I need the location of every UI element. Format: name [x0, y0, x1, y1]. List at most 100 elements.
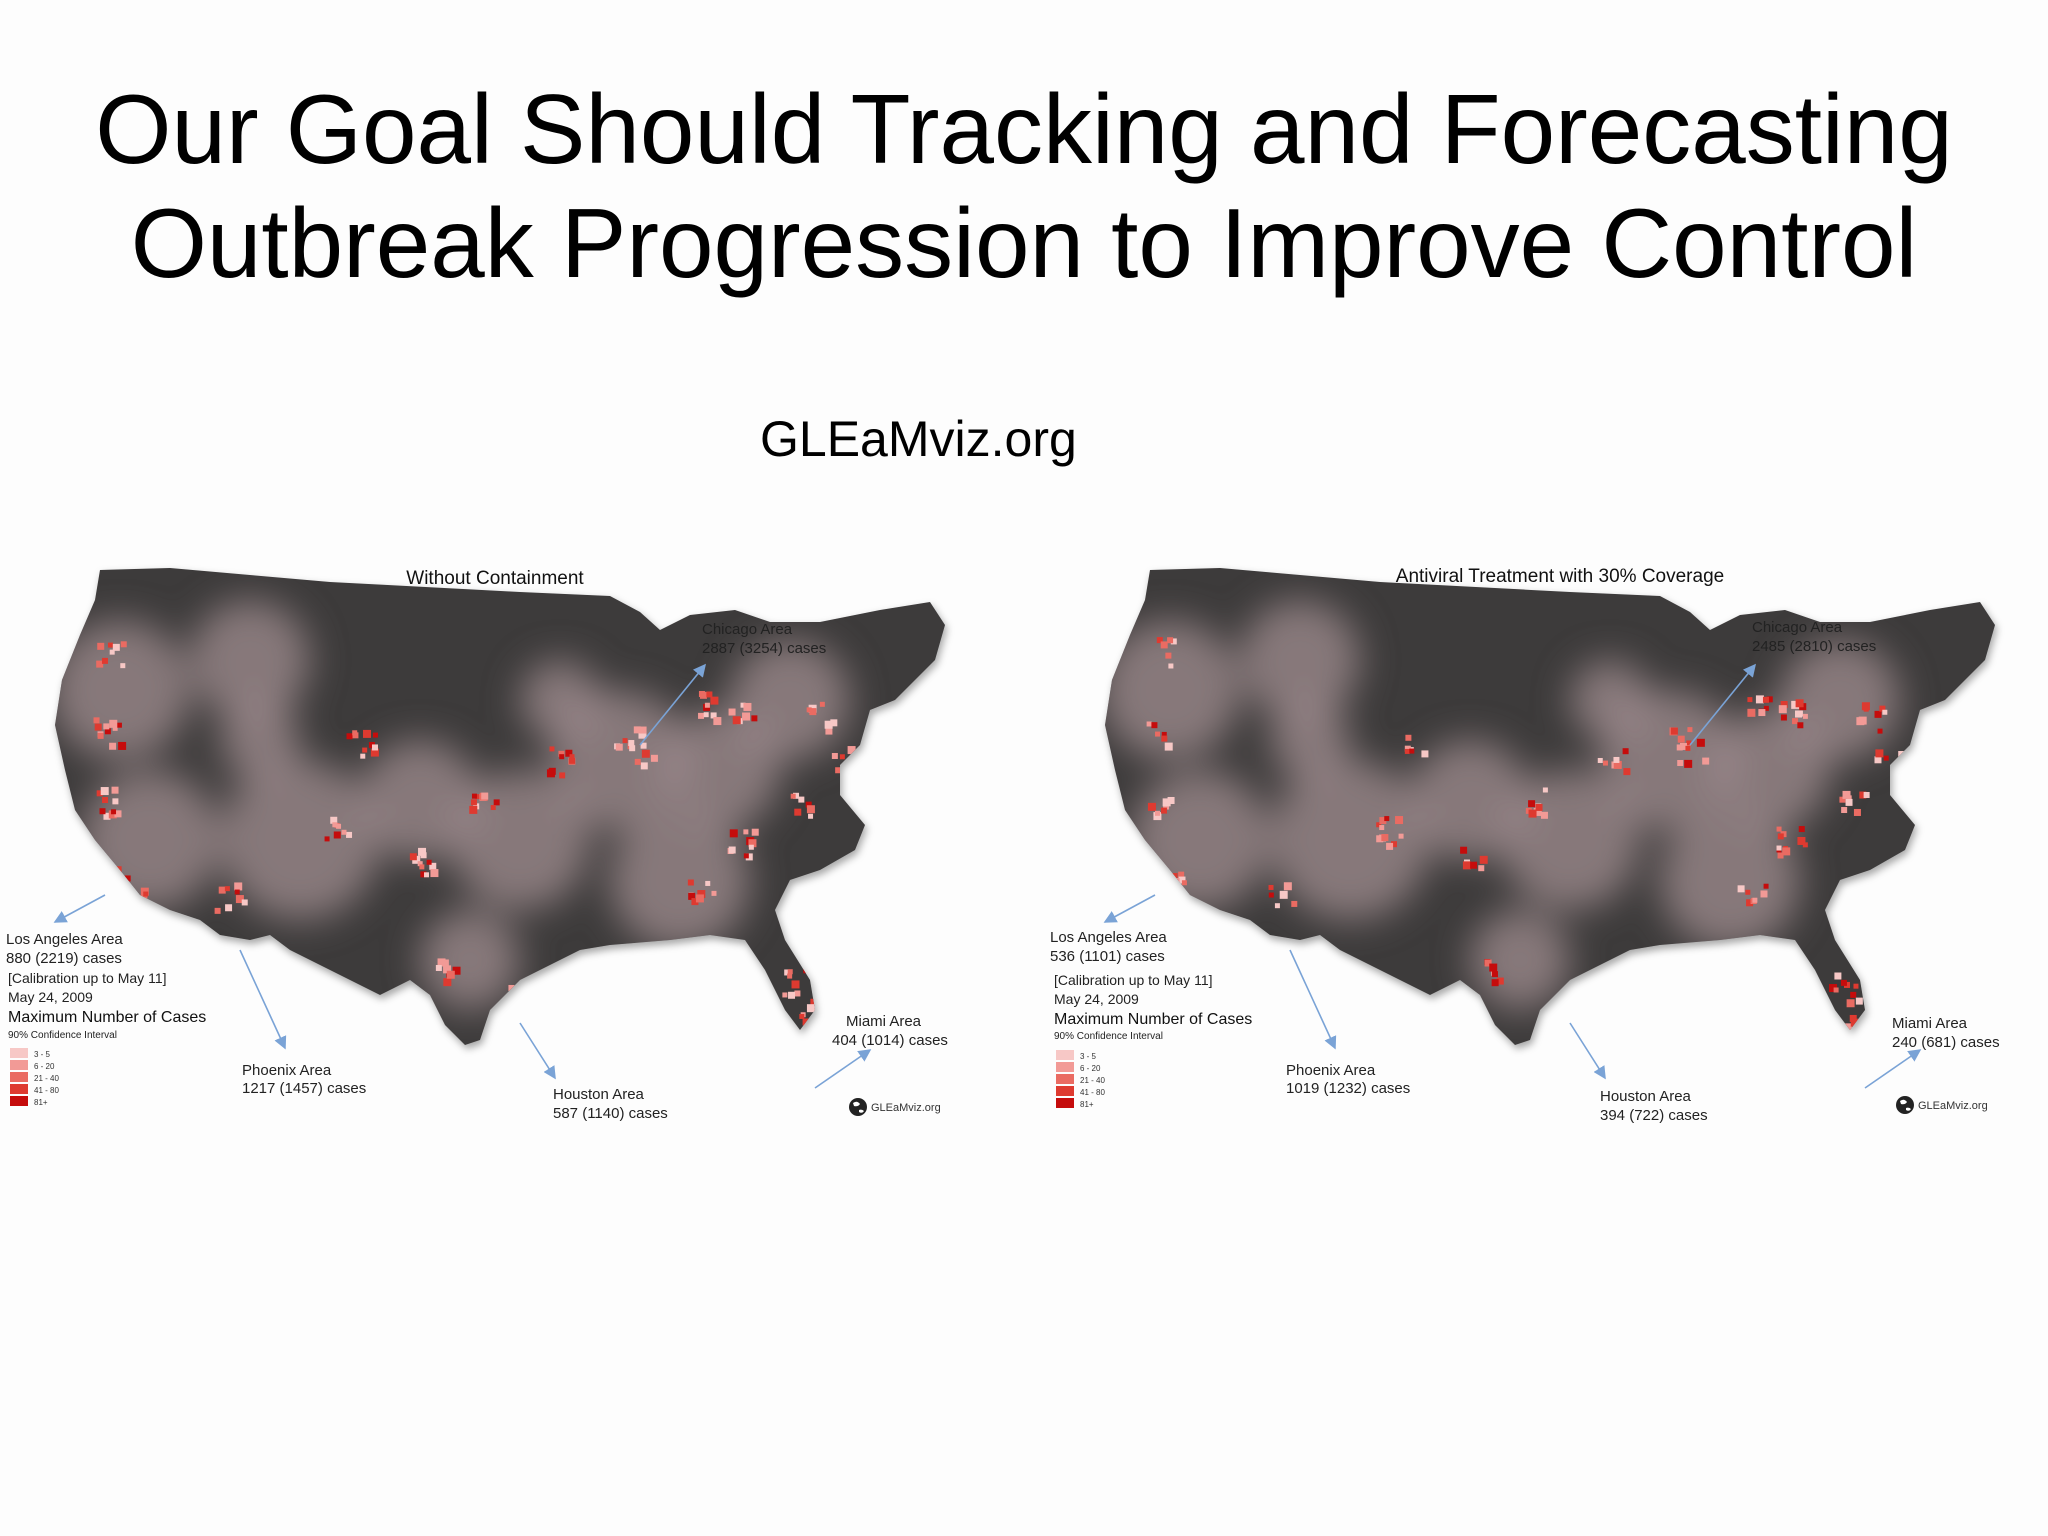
- case-cell: [106, 877, 114, 885]
- case-cell: [803, 968, 809, 974]
- case-cell: [1167, 796, 1175, 804]
- case-cell: [1156, 637, 1163, 644]
- houston-arrow: [519, 1022, 556, 1080]
- case-cell: [1777, 833, 1784, 840]
- case-cell: [1860, 1018, 1868, 1026]
- case-cell: [751, 715, 758, 722]
- legend-item-label: 41 - 80: [34, 1086, 59, 1095]
- density-blob: [1780, 640, 1900, 760]
- case-cell: [1833, 987, 1839, 993]
- case-cell: [1755, 695, 1764, 704]
- case-cell: [1858, 716, 1867, 725]
- case-cell: [1291, 900, 1298, 907]
- case-cell: [1855, 997, 1863, 1005]
- case-cell: [1747, 697, 1753, 703]
- density-blob: [610, 810, 750, 950]
- case-cell: [830, 719, 838, 727]
- globe-icon: [849, 1098, 867, 1116]
- density-blob: [1570, 660, 1650, 740]
- case-cell: [817, 1013, 824, 1020]
- case-cell: [1161, 731, 1167, 737]
- case-cell: [1157, 866, 1166, 875]
- case-cell: [474, 794, 480, 800]
- gleamviz-logo: GLEaMviz.org: [849, 1098, 941, 1116]
- case-cell: [97, 732, 104, 739]
- case-cell: [1564, 1002, 1570, 1008]
- case-cell: [1376, 822, 1382, 828]
- case-cell: [1421, 750, 1429, 758]
- case-cell: [225, 904, 233, 912]
- case-cell: [1279, 890, 1288, 899]
- case-cell: [1164, 742, 1173, 751]
- phoenix-area-label: Phoenix Area: [1286, 1062, 1376, 1079]
- case-cell: [1746, 899, 1754, 907]
- case-cell: [1829, 984, 1838, 993]
- case-cell: [1405, 734, 1412, 741]
- case-cell: [1169, 891, 1175, 897]
- density-blob: [450, 770, 590, 910]
- legend-item-label: 6 - 20: [34, 1062, 55, 1071]
- houston-area-cases: 587 (1140) cases: [553, 1105, 668, 1122]
- case-cell: [1677, 735, 1685, 743]
- case-cell: [787, 969, 793, 975]
- case-cell: [1390, 841, 1397, 848]
- density-blob: [1130, 770, 1270, 910]
- case-cell: [1782, 847, 1791, 856]
- case-cell: [330, 816, 338, 824]
- los-angeles-arrow: [53, 894, 106, 923]
- case-cell: [1496, 977, 1504, 985]
- map-without-containment: Without Containment Chicago Area 2887 (3…: [6, 568, 948, 1122]
- case-cell: [1849, 1014, 1857, 1022]
- density-blob: [520, 660, 600, 740]
- case-cell: [1679, 742, 1687, 750]
- case-cell: [114, 810, 122, 818]
- legend-title: Maximum Number of Cases: [1054, 1011, 1252, 1028]
- case-cell: [1685, 745, 1691, 751]
- legend-item-label: 81+: [1080, 1100, 1094, 1109]
- case-cell: [1862, 1022, 1868, 1028]
- case-cell: [1384, 816, 1390, 822]
- case-cell: [371, 744, 378, 751]
- case-cell: [112, 798, 119, 805]
- case-cell: [790, 793, 796, 799]
- case-cell: [1173, 879, 1179, 885]
- case-cell: [704, 702, 710, 708]
- case-cell: [1268, 892, 1274, 898]
- legend-subtitle: 90% Confidence Interval: [1054, 1031, 1163, 1042]
- case-cell: [1874, 756, 1882, 764]
- case-cell: [363, 729, 372, 738]
- case-cell: [569, 754, 575, 760]
- case-cell: [1883, 755, 1889, 761]
- case-cell: [640, 742, 647, 749]
- case-cell: [324, 836, 330, 842]
- chicago-arrow: [1689, 663, 1757, 746]
- case-cell: [1274, 903, 1280, 909]
- case-cell: [409, 853, 417, 861]
- case-cell: [1702, 757, 1710, 765]
- case-cell: [650, 754, 658, 762]
- case-cell: [1840, 979, 1847, 986]
- globe-icon: [1896, 1096, 1914, 1114]
- case-cell: [1193, 903, 1200, 910]
- case-cell: [143, 891, 149, 897]
- case-cell: [93, 717, 100, 724]
- case-cell: [1850, 991, 1857, 998]
- legend-swatch: [1056, 1086, 1074, 1096]
- legend: [Calibration up to May 11] May 24, 2009 …: [8, 970, 206, 1107]
- case-cell: [1897, 765, 1906, 774]
- case-cell: [1842, 790, 1851, 799]
- density-blob: [1105, 620, 1240, 760]
- case-cell: [793, 792, 800, 799]
- case-cell: [1154, 810, 1160, 816]
- case-cell: [419, 864, 425, 870]
- case-cell: [424, 872, 430, 878]
- legend-title: Maximum Number of Cases: [8, 1009, 206, 1026]
- case-cell: [1874, 710, 1882, 718]
- case-cell: [124, 875, 131, 882]
- case-cell: [1460, 846, 1468, 854]
- case-cell: [835, 767, 842, 774]
- case-cell: [131, 901, 138, 908]
- case-cell: [1696, 738, 1705, 747]
- case-cell: [235, 895, 244, 904]
- case-cell: [565, 749, 573, 757]
